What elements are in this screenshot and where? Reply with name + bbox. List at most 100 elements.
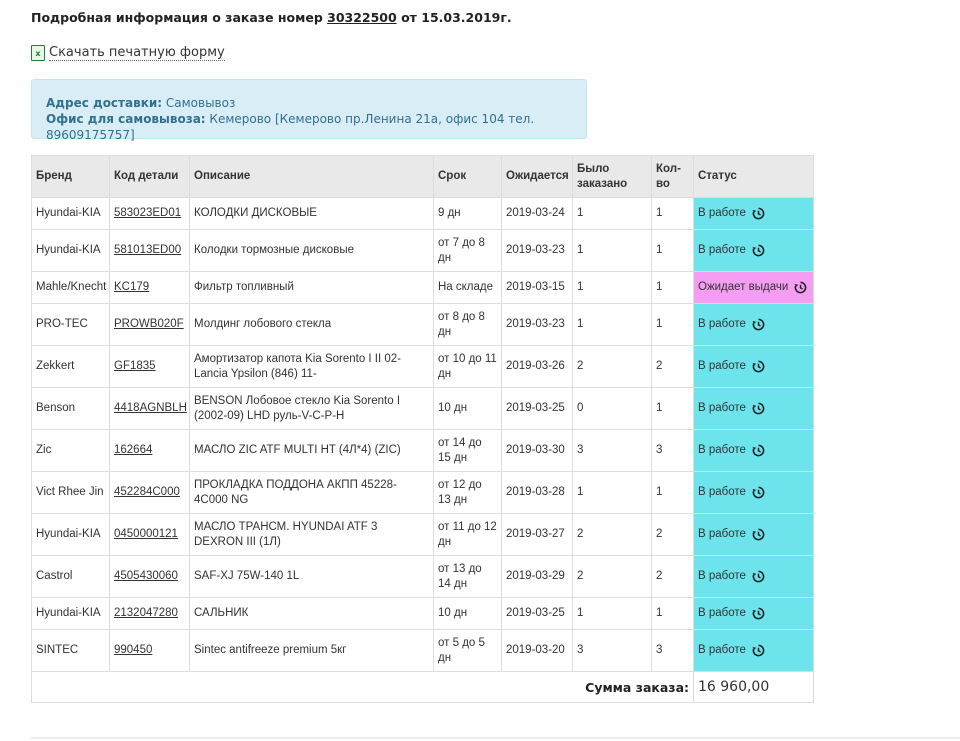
cell-ordered: 1 (572, 303, 652, 346)
delivery-address-value: Самовывоз (165, 96, 236, 110)
table-row: SINTEC 990450 Sintec antifreeze premium 5к… (31, 629, 814, 672)
cell-expected: 2019-03-30 (501, 429, 573, 472)
cell-term: от 11 до 12 дн (433, 513, 502, 556)
cell-part-code: 2132047280 (109, 597, 190, 630)
part-code-link[interactable]: 4418AGNBLH (114, 402, 187, 414)
status-wrap: В работе (698, 569, 809, 584)
cell-term: 9 дн (433, 197, 502, 230)
history-icon[interactable] (752, 486, 765, 499)
cell-part-code: 0450000121 (109, 513, 190, 556)
part-code-link[interactable]: 452284C000 (114, 486, 180, 498)
cell-term: от 7 до 8 дн (433, 229, 502, 272)
part-code-link[interactable]: 4505430060 (114, 570, 178, 582)
cell-term: от 10 до 11 дн (433, 345, 502, 388)
column-header-brand: Бренд (31, 155, 110, 198)
history-icon[interactable] (752, 607, 765, 620)
status-wrap: В работе (698, 443, 809, 458)
status-wrap: В работе (698, 606, 809, 621)
history-icon[interactable] (752, 318, 765, 331)
cell-ordered: 1 (572, 597, 652, 630)
cell-ordered: 2 (572, 555, 652, 598)
history-icon[interactable] (752, 207, 765, 220)
status-label: В работе (698, 607, 746, 619)
status-wrap: В работе (698, 359, 809, 374)
page-title-prefix: Подробная информация о заказе номер (31, 10, 323, 25)
cell-expected: 2019-03-25 (501, 597, 573, 630)
cell-expected: 2019-03-25 (501, 387, 573, 430)
cell-qty: 1 (651, 229, 694, 272)
cell-expected: 2019-03-26 (501, 345, 573, 388)
cell-brand: Vict Rhee Jin (31, 471, 110, 514)
cell-expected: 2019-03-27 (501, 513, 573, 556)
status-wrap: Ожидает выдачи (698, 280, 809, 295)
status-wrap: В работе (698, 643, 809, 658)
history-icon[interactable] (752, 244, 765, 257)
cell-brand: Hyundai-KIA (31, 513, 110, 556)
status-label: В работе (698, 244, 746, 256)
status-label: В работе (698, 644, 746, 656)
table-header-row: Бренд Код детали Описание Срок Ожидается… (31, 155, 814, 198)
cell-brand: Mahle/Knecht (31, 271, 110, 304)
cell-term: На складе (433, 271, 502, 304)
download-label[interactable]: Скачать печатную форму (49, 45, 225, 61)
history-icon[interactable] (752, 644, 765, 657)
status-label: В работе (698, 207, 746, 219)
part-code-link[interactable]: 581013ED00 (114, 244, 182, 256)
cell-expected: 2019-03-23 (501, 303, 573, 346)
cell-part-code: 990450 (109, 629, 190, 672)
part-code-link[interactable]: GF1835 (114, 360, 156, 372)
part-code-link[interactable]: 0450000121 (114, 528, 178, 540)
status-wrap: В работе (698, 206, 809, 221)
part-code-link[interactable]: 2132047280 (114, 607, 178, 619)
status-label: В работе (698, 402, 746, 414)
delivery-address-label: Адрес доставки: (46, 96, 163, 110)
cell-qty: 3 (651, 429, 694, 472)
cell-ordered: 1 (572, 271, 652, 304)
cell-expected: 2019-03-24 (501, 197, 573, 230)
table-row: Castrol 4505430060 SAF-XJ 75W-140 1L от 13 … (31, 555, 814, 598)
status-wrap: В работе (698, 401, 809, 416)
status-wrap: В работе (698, 527, 809, 542)
cell-term: от 14 до 15 дн (433, 429, 502, 472)
order-number-link[interactable]: 30322500 (327, 10, 397, 25)
delivery-address-line: Адрес доставки: Самовывоз (46, 95, 572, 111)
cell-description: ПРОКЛАДКА ПОДДОНА АКПП 45228-4C000 NG (189, 471, 434, 514)
part-code-link[interactable]: 162664 (114, 444, 153, 456)
excel-file-icon: x (31, 45, 45, 61)
cell-qty: 1 (651, 471, 694, 514)
cell-brand: SINTEC (31, 629, 110, 672)
cell-part-code: 452284C000 (109, 471, 190, 514)
cell-qty: 3 (651, 629, 694, 672)
part-code-link[interactable]: KC179 (114, 281, 150, 293)
history-icon[interactable] (752, 528, 765, 541)
cell-term: от 5 до 5 дн (433, 629, 502, 672)
cell-description: Sintec antifreeze premium 5кг (189, 629, 434, 672)
cell-part-code: 583023ED01 (109, 197, 190, 230)
history-icon[interactable] (752, 444, 765, 457)
status-wrap: В работе (698, 243, 809, 258)
history-icon[interactable] (752, 360, 765, 373)
cell-ordered: 2 (572, 345, 652, 388)
table-row: Benson 4418AGNBLH BENSON Лобовое стекло Ki… (31, 387, 814, 430)
order-total-value: 16 960,00 (693, 671, 814, 703)
cell-status: В работе (693, 197, 814, 230)
cell-brand: Castrol (31, 555, 110, 598)
table-row: Mahle/Knecht KC179 Фильтр топливный На скла… (31, 271, 814, 304)
part-code-link[interactable]: 990450 (114, 644, 153, 656)
history-icon[interactable] (752, 570, 765, 583)
cell-part-code: 4505430060 (109, 555, 190, 598)
cell-description: КОЛОДКИ ДИСКОВЫЕ (189, 197, 434, 230)
history-icon[interactable] (752, 402, 765, 415)
cell-part-code: 162664 (109, 429, 190, 472)
pickup-office-line: Офис для самовывоза: Кемерово [Кемерово … (46, 111, 572, 143)
cell-ordered: 1 (572, 471, 652, 514)
cell-expected: 2019-03-20 (501, 629, 573, 672)
cell-part-code: 581013ED00 (109, 229, 190, 272)
history-icon[interactable] (794, 281, 807, 294)
part-code-link[interactable]: 583023ED01 (114, 207, 182, 219)
cell-status: В работе (693, 229, 814, 272)
download-print-form-link[interactable]: x Скачать печатную форму (31, 45, 225, 61)
page-title-date: от 15.03.2019г. (401, 10, 512, 25)
column-header-qty: Кол-во (651, 155, 694, 198)
part-code-link[interactable]: PROWB020F (114, 318, 184, 330)
